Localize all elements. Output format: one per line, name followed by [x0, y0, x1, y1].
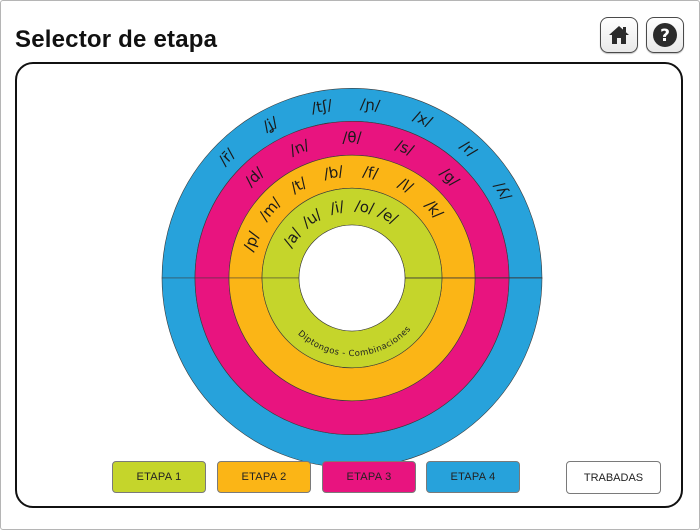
stage-3-button[interactable]: ETAPA 3: [322, 461, 416, 493]
phoneme-label[interactable]: /s/: [393, 136, 417, 160]
home-button[interactable]: [600, 17, 638, 53]
stage-1-button[interactable]: ETAPA 1: [112, 461, 206, 493]
page-title: Selector de etapa: [15, 26, 218, 53]
phoneme-label[interactable]: /p/: [240, 228, 264, 253]
phoneme-label[interactable]: /i/: [328, 197, 347, 218]
question-icon: ?: [653, 23, 677, 47]
phoneme-label[interactable]: /f/: [361, 162, 380, 183]
stage-2-button[interactable]: ETAPA 2: [217, 461, 311, 493]
stage-4-button[interactable]: ETAPA 4: [426, 461, 520, 493]
trabadas-button[interactable]: TRABADAS: [566, 461, 661, 494]
spiral-center: [298, 224, 406, 332]
home-icon: [609, 26, 629, 44]
phoneme-label[interactable]: /ɲ/: [359, 95, 382, 115]
phoneme-label[interactable]: /tʃ/: [310, 96, 335, 118]
svg-text:?: ?: [660, 26, 670, 46]
phoneme-label[interactable]: /θ/: [342, 129, 362, 147]
phoneme-label[interactable]: /o/: [353, 197, 376, 218]
help-button[interactable]: ?: [646, 17, 684, 53]
phoneme-label[interactable]: /b/: [322, 162, 345, 183]
